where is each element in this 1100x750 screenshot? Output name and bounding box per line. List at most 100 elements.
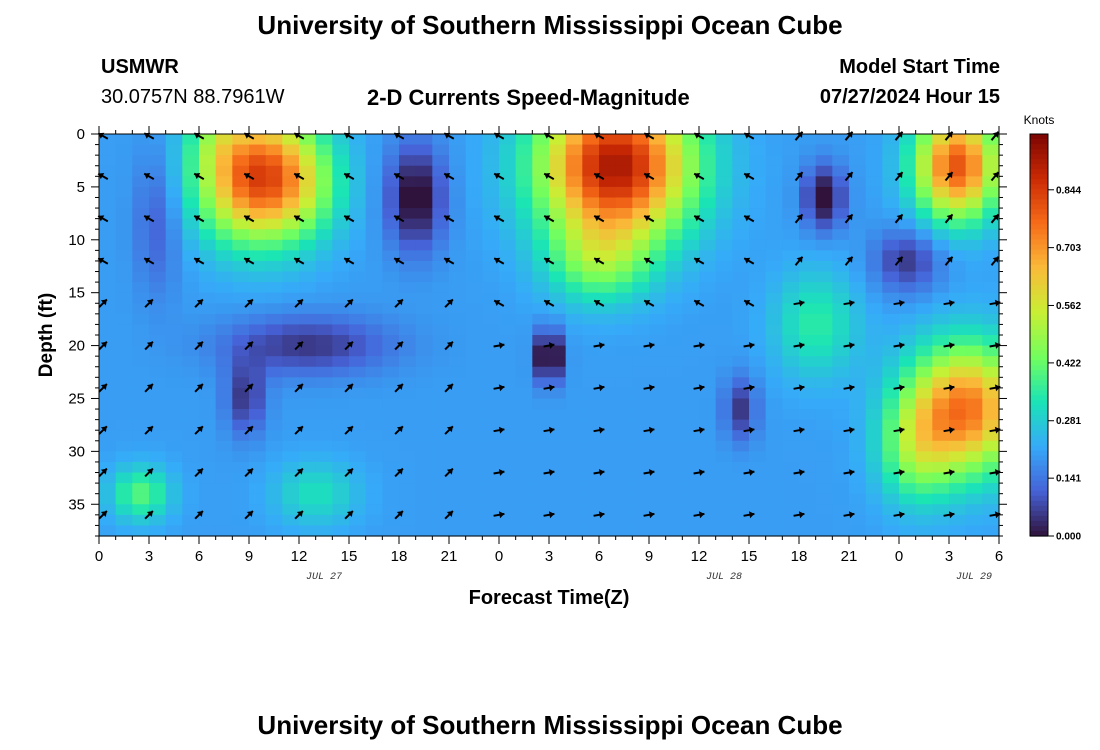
heatmap-cell — [549, 260, 567, 273]
heatmap-cell — [499, 250, 517, 262]
heatmap-cell — [365, 155, 383, 167]
heatmap-cell — [482, 282, 500, 294]
heatmap-cell — [632, 493, 650, 505]
heatmap-cell — [632, 303, 650, 315]
vector-arrows — [97, 131, 1001, 520]
heatmap-cell — [199, 165, 217, 177]
vector-arrow-head — [146, 299, 153, 306]
heatmap-cell — [832, 387, 850, 400]
heatmap-cell — [615, 525, 633, 537]
heatmap-cell — [949, 345, 967, 357]
heatmap-cell — [715, 324, 733, 336]
heatmap-cell — [632, 134, 650, 146]
heatmap-cell — [749, 504, 767, 516]
heatmap-cell — [915, 366, 933, 378]
heatmap-cell — [899, 504, 917, 516]
heatmap-cell — [182, 239, 200, 251]
heatmap-cell — [832, 345, 850, 357]
heatmap-cell — [732, 419, 750, 431]
vector-arrow-head — [698, 384, 705, 392]
heatmap-cell — [865, 313, 883, 326]
heatmap-cell — [832, 461, 850, 474]
heatmap-cell — [382, 165, 400, 177]
heatmap-cell — [615, 366, 633, 378]
colorbar-segment — [1030, 515, 1048, 522]
vector-arrow-head — [994, 511, 1001, 519]
heatmap-cell — [199, 451, 217, 463]
x-tick-label: 18 — [391, 548, 408, 565]
heatmap-cell — [865, 186, 883, 199]
heatmap-cell — [315, 144, 333, 156]
heatmap-cell — [149, 451, 167, 463]
heatmap-cell — [782, 134, 800, 146]
heatmap-cell — [932, 451, 950, 463]
heatmap-cell — [799, 271, 817, 283]
heatmap-cell — [515, 165, 533, 177]
heatmap-cell — [465, 313, 483, 326]
heatmap-cell — [115, 335, 133, 347]
heatmap-cell — [215, 324, 233, 336]
heatmap-cell — [799, 451, 817, 463]
heatmap-cell — [199, 440, 217, 452]
heatmap-cell — [382, 472, 400, 484]
heatmap-cell — [799, 324, 817, 336]
vector-arrow-head — [948, 469, 955, 476]
heatmap-cell — [482, 292, 500, 304]
heatmap-cell — [232, 292, 250, 304]
vector-arrow-head — [748, 342, 755, 349]
heatmap-cell — [599, 398, 617, 410]
heatmap-cell — [99, 335, 117, 347]
heatmap-cell — [132, 472, 150, 484]
heatmap-cell — [632, 514, 650, 527]
heatmap-cell — [932, 155, 950, 167]
heatmap-cell — [249, 292, 267, 304]
heatmap-cell — [532, 430, 550, 442]
heatmap-cell — [499, 377, 517, 389]
heatmap-cell — [632, 229, 650, 241]
heatmap-cell — [315, 176, 333, 188]
heatmap-cell — [315, 218, 333, 230]
heatmap-cell — [199, 155, 217, 167]
heatmap-cell — [582, 324, 600, 336]
heatmap-cell — [649, 440, 667, 452]
vector-arrow-head — [394, 173, 401, 180]
heatmap-cell — [849, 176, 867, 188]
heatmap-cell — [849, 218, 867, 230]
vector-arrow-head — [598, 384, 605, 392]
heatmap-cell — [965, 282, 983, 294]
heatmap-cell — [432, 356, 450, 368]
heatmap-cell — [615, 461, 633, 474]
heatmap-cell — [99, 155, 117, 167]
heatmap-cell — [465, 377, 483, 389]
heatmap-cell — [932, 377, 950, 389]
heatmap-cell — [132, 345, 150, 357]
heatmap-cell — [915, 292, 933, 304]
heatmap-cell — [199, 366, 217, 378]
heatmap-cell — [565, 197, 583, 209]
heatmap-cell — [899, 229, 917, 241]
heatmap-cell — [882, 525, 900, 537]
heatmap-cell — [365, 356, 383, 368]
heatmap-cell — [649, 292, 667, 304]
colorbar-segment — [1030, 360, 1048, 366]
heatmap-cell — [132, 176, 150, 188]
colorbar-unit-label: Knots — [1024, 113, 1055, 127]
heatmap-cell — [499, 134, 517, 146]
heatmap-cell — [765, 165, 783, 177]
heatmap-cell — [349, 239, 367, 251]
heatmap-cell — [315, 356, 333, 368]
heatmap-cell — [632, 461, 650, 474]
heatmap-cell — [182, 493, 200, 505]
heatmap-cell — [899, 440, 917, 452]
heatmap-cell — [915, 197, 933, 209]
heatmap-cell — [549, 387, 567, 400]
heatmap-cell — [449, 525, 467, 537]
heatmap-cell — [932, 165, 950, 177]
x-tick-label: 6 — [195, 548, 203, 565]
heatmap-cell — [715, 504, 733, 516]
heatmap-cell — [832, 282, 850, 294]
heatmap-cell — [765, 514, 783, 527]
heatmap-cell — [249, 356, 267, 368]
heatmap-cell — [432, 144, 450, 156]
heatmap-cell — [715, 155, 733, 167]
